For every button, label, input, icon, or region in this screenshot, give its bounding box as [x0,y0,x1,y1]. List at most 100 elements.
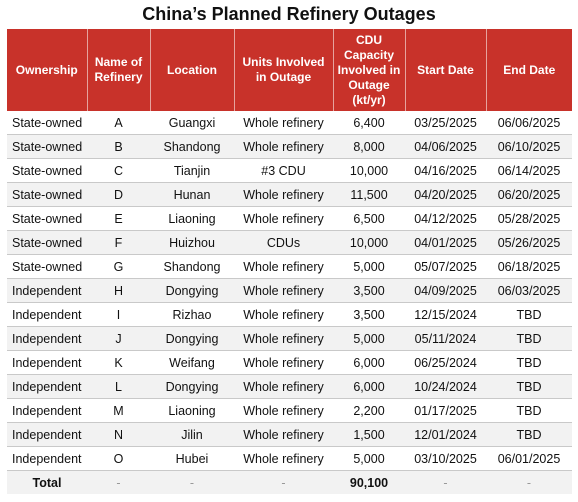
refinery-name-cell: A [87,111,150,135]
table-row: State-owned D Hunan Whole refinery 11,500 04/… [7,182,572,207]
end-date-cell: TBD [486,302,572,327]
cdu-capacity-cell: 11,500 [333,182,405,207]
column-header-units: Units Involved in Outage [234,29,334,111]
table-row: Independent K Weifang Whole refinery 6,000 06… [7,350,572,375]
location-cell: Shandong [150,134,234,159]
refinery-name-cell: G [87,254,150,279]
location-cell: Tianjin [150,158,234,183]
ownership-cell: State-owned [7,182,87,207]
total-capacity: 90,100 [333,470,405,494]
table-row: State-owned A Guangxi Whole refinery 6,400 03… [7,111,572,135]
cdu-capacity-cell: 5,000 [333,326,405,351]
table-row: Independent I Rizhao Whole refinery 3,500 12/… [7,302,572,327]
start-date-cell: 12/01/2024 [405,422,486,447]
start-date-cell: 05/07/2025 [405,254,486,279]
refinery-name-cell: F [87,230,150,255]
end-date-cell: 06/20/2025 [486,182,572,207]
units-cell: Whole refinery [234,398,333,423]
start-date-cell: 10/24/2024 [405,374,486,399]
refinery-name-cell: B [87,134,150,159]
refinery-name-cell: N [87,422,150,447]
ownership-cell: Independent [7,278,87,303]
end-date-cell: 05/26/2025 [486,230,572,255]
refinery-name-cell: I [87,302,150,327]
refinery-name-cell: C [87,158,150,183]
ownership-cell: State-owned [7,206,87,231]
total-dash-cell: - [87,470,150,494]
location-cell: Rizhao [150,302,234,327]
table-row: State-owned E Liaoning Whole refinery 6,500 0… [7,206,572,231]
units-cell: #3 CDU [234,158,333,183]
start-date-cell: 05/11/2024 [405,326,486,351]
location-cell: Huizhou [150,230,234,255]
end-date-cell: TBD [486,350,572,375]
units-cell: Whole refinery [234,206,333,231]
units-cell: Whole refinery [234,326,333,351]
page-title: China’s Planned Refinery Outages [142,4,436,24]
start-date-cell: 01/17/2025 [405,398,486,423]
refinery-name-cell: L [87,374,150,399]
cdu-capacity-cell: 10,000 [333,158,405,183]
start-date-cell: 06/25/2024 [405,350,486,375]
total-label: Total [7,470,87,494]
table-row: Independent M Liaoning Whole refinery 2,200 0… [7,398,572,423]
cdu-capacity-cell: 6,500 [333,206,405,231]
total-dash-cell: - [405,470,486,494]
ownership-cell: Independent [7,350,87,375]
ownership-cell: State-owned [7,230,87,255]
refinery-outages-table: Ownership Name of Refinery Location Unit… [7,29,572,494]
ownership-cell: Independent [7,398,87,423]
column-header-start-date: Start Date [405,29,487,111]
end-date-cell: 06/18/2025 [486,254,572,279]
cdu-capacity-cell: 6,000 [333,374,405,399]
location-cell: Dongying [150,374,234,399]
refinery-name-cell: K [87,350,150,375]
ownership-cell: State-owned [7,111,87,135]
end-date-cell: 06/06/2025 [486,111,572,135]
ownership-cell: Independent [7,446,87,471]
refinery-name-cell: M [87,398,150,423]
table-row: State-owned F Huizhou CDUs 10,000 04/01/2025 0… [7,230,572,255]
table-row: State-owned B Shandong Whole refinery 8,000 0… [7,134,572,159]
cdu-capacity-cell: 3,500 [333,302,405,327]
table-row: State-owned C Tianjin #3 CDU 10,000 04/16/202… [7,158,572,183]
table-row: Independent L Dongying Whole refinery 6,000 1… [7,374,572,399]
cdu-capacity-cell: 3,500 [333,278,405,303]
ownership-cell: Independent [7,422,87,447]
ownership-cell: State-owned [7,134,87,159]
header-row: Ownership Name of Refinery Location Unit… [7,29,572,111]
ownership-cell: State-owned [7,158,87,183]
table-row: Independent N Jilin Whole refinery 1,500 12/0… [7,422,572,447]
start-date-cell: 12/15/2024 [405,302,486,327]
start-date-cell: 04/09/2025 [405,278,486,303]
cdu-capacity-cell: 1,500 [333,422,405,447]
total-dash-cell: - [234,470,333,494]
end-date-cell: 06/01/2025 [486,446,572,471]
units-cell: Whole refinery [234,254,333,279]
ownership-cell: Independent [7,302,87,327]
total-row: Total - - -90,100- - [7,470,572,494]
location-cell: Shandong [150,254,234,279]
end-date-cell: 06/14/2025 [486,158,572,183]
cdu-capacity-cell: 5,000 [333,446,405,471]
units-cell: CDUs [234,230,333,255]
total-dash-cell: - [150,470,234,494]
start-date-cell: 04/20/2025 [405,182,486,207]
end-date-cell: TBD [486,398,572,423]
column-header-refinery-name: Name of Refinery [87,29,151,111]
table-row: State-owned G Shandong Whole refinery 5,000 0… [7,254,572,279]
units-cell: Whole refinery [234,422,333,447]
cdu-capacity-cell: 5,000 [333,254,405,279]
column-header-ownership: Ownership [7,29,88,111]
location-cell: Dongying [150,278,234,303]
refinery-name-cell: D [87,182,150,207]
ownership-cell: Independent [7,326,87,351]
end-date-cell: 06/03/2025 [486,278,572,303]
location-cell: Weifang [150,350,234,375]
location-cell: Jilin [150,422,234,447]
cdu-capacity-cell: 2,200 [333,398,405,423]
cdu-capacity-cell: 8,000 [333,134,405,159]
refinery-name-cell: E [87,206,150,231]
location-cell: Hunan [150,182,234,207]
